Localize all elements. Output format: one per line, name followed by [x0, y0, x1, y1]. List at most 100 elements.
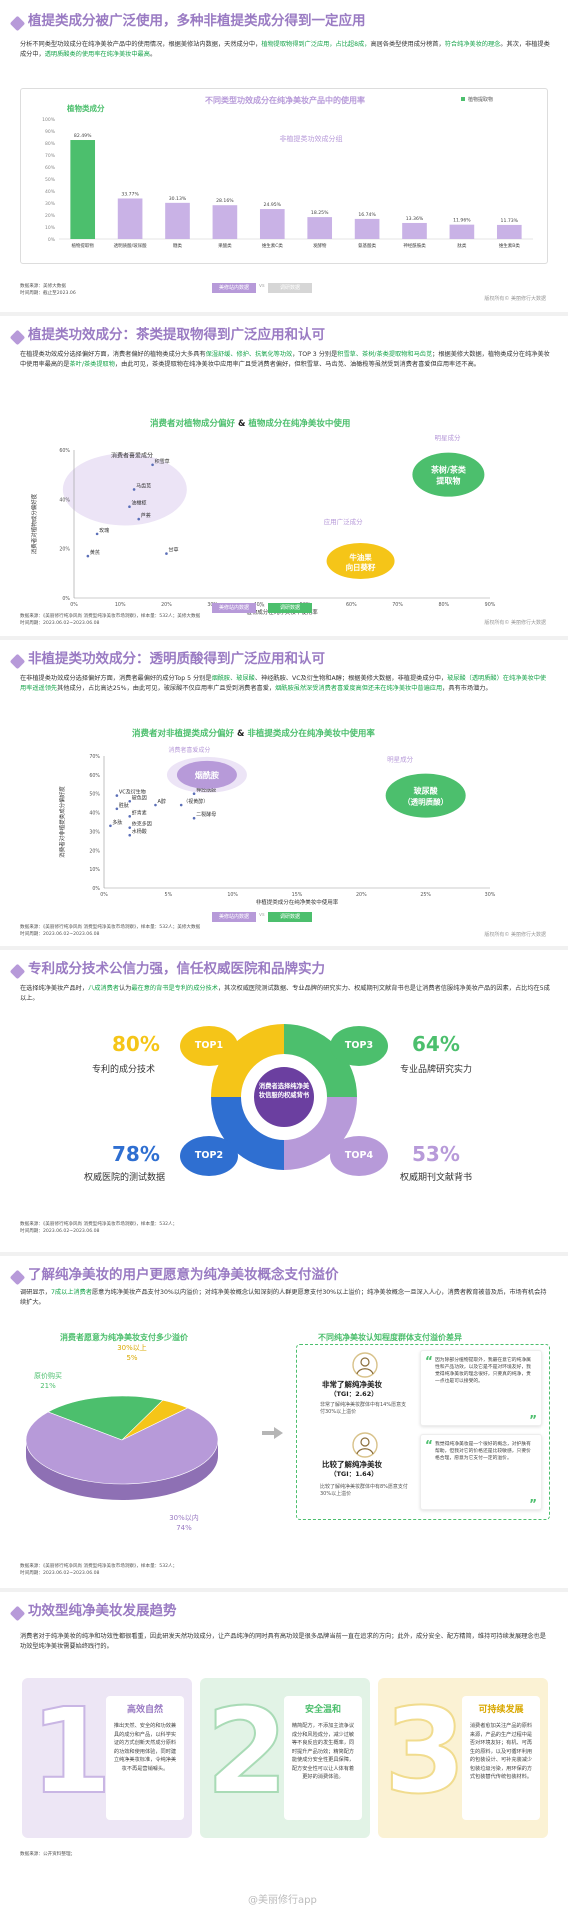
data-point-label: （视黄醇） [183, 798, 208, 805]
tag-platform-data: 美修站内数据 [212, 283, 256, 293]
section-title: 植提类功效成分：茶类提取物得到广泛应用和认可 [28, 327, 325, 343]
data-point [128, 833, 132, 837]
bar-value-label: 30.13% [169, 196, 187, 202]
bar-chart: 不同类型功效成分在纯净美妆产品中的使用率 植物提取物0%10%20%30%40%5… [42, 95, 533, 249]
x-tick-label: 60% [346, 602, 357, 608]
card-title: 高效自然 [126, 1705, 163, 1715]
y-tick-label: 0% [48, 237, 56, 243]
bar-value-label: 24.95% [264, 202, 282, 208]
trend-card-3: 3 可持续发展 消费者愈加关注产品的原料来源，产品的生产过程中是否对环境友好；有… [378, 1678, 548, 1838]
y-tick-label: 0% [62, 596, 70, 602]
bar-value-label: 16.74% [358, 212, 376, 218]
quote-open-icon: “ [425, 1438, 433, 1452]
x-tick-label: 糖类 [173, 242, 182, 249]
endorsement-ring [211, 1024, 357, 1170]
group1-tgi: （TGI：2.62） [330, 1390, 378, 1398]
card-number: 3 [383, 1682, 467, 1820]
chart-title: 消费者对植物成分偏好 & 植物成分在纯净美妆中使用 [150, 419, 351, 429]
y-tick-label: 40% [89, 811, 100, 817]
section-divider [0, 1252, 568, 1256]
bubble-tea-extract [412, 452, 485, 497]
y-tick-label: 70% [45, 153, 56, 159]
section-paragraph: 在选择纯净美妆产品时，八成消费者认为最在意的背书是专利的成分技术，其次权威医院测… [20, 985, 550, 1002]
x-tick-label: 15% [292, 892, 303, 898]
bubble-avocado [326, 543, 395, 579]
data-point [128, 826, 132, 829]
section-paragraph: 分析不同类型功效成分在纯净美妆产品中的使用情况，根据美修站内数据，天然成分中，植… [20, 41, 550, 58]
x-tick-label: 神经酰胺类 [403, 242, 426, 249]
bubble-label: 烟酰胺 [195, 770, 219, 780]
legend-swatch [461, 97, 465, 101]
data-point [115, 794, 119, 797]
section-divider [0, 1588, 568, 1592]
y-tick-label: 60% [59, 448, 70, 454]
card-body: 安全温和 精简配方，不添加主流争议成分和风险成分，减少过敏等不良反应的发生概率，… [284, 1696, 362, 1820]
x-tick-label: 维生素B类 [499, 242, 521, 249]
x-tick-label: 80% [438, 602, 449, 608]
group2-tgi: （TGI：1.64） [330, 1470, 378, 1478]
tag-platform-data: 美修站内数据 [212, 912, 256, 922]
data-point [109, 824, 112, 828]
y-tick-label: 60% [45, 165, 56, 171]
title-diamond-icon [9, 963, 26, 980]
chart-title: 消费者对非植提类成分偏好 & 非植提类成分在纯净美妆中使用率 [132, 729, 375, 739]
watermark: @美丽修行app [248, 1895, 317, 1906]
y-tick-label: 50% [45, 177, 56, 183]
card-title: 可持续发展 [478, 1705, 524, 1715]
x-tick-label: 0% [70, 602, 78, 608]
title-diamond-icon [9, 1605, 26, 1622]
x-tick-label: 透明质酸/玻尿酸 [114, 242, 148, 249]
bubble-label: 茶树/茶类 [430, 465, 466, 475]
y-tick-label: 40% [59, 497, 70, 503]
card-body: 高效自然 推出天然、安全的和功效兼具的成分和产品，以科学实证的方式创新天然成分原… [106, 1696, 184, 1820]
source-note: 数据来源：《美丽修行纯净风尚 消费型纯净美妆市场洞察》，样本量：532人；美修大… [20, 925, 201, 937]
x-tick-label: 70% [392, 602, 403, 608]
source-note: 数据来源：《美丽修行纯净风尚 消费型纯净美妆市场洞察》，样本量：532人； 时间周… [20, 1222, 178, 1234]
data-point-label: 玻色因 [132, 794, 147, 801]
data-point-label: 玫瑰 [99, 527, 109, 534]
x-axis-title: 非植提类成分在纯净美妆中使用率 [256, 898, 339, 906]
vs-label: vs [259, 603, 265, 609]
y-tick-label: 30% [45, 201, 56, 207]
pie-slice-side [26, 1440, 218, 1500]
bar-chart-panel: 不同类型功效成分在纯净美妆产品中的使用率 植物提取物 0% 10% 20% 30% 40% 5… [20, 88, 548, 264]
pie-label: 30%以内 [169, 1513, 199, 1522]
bubble-hyaluronic-acid [385, 773, 466, 818]
bar [449, 224, 475, 239]
group2-desc: 比较了解纯净美妆群体中有8%愿意支付30%以上溢价 [320, 1484, 408, 1497]
data-point-label: 水杨酸 [132, 828, 147, 835]
card-number: 1 [29, 1682, 113, 1820]
zone-label: 消费者喜爱成分 [168, 746, 210, 754]
group2-quote: 我觉得纯净美妆是一个很好的概念，对护肤有帮助，但我对它的价格还是比较敏感，只要价… [435, 1442, 531, 1461]
y-tick-label: 20% [59, 547, 70, 553]
data-point-label: 胜肽 [119, 802, 129, 809]
section-divider [0, 312, 568, 316]
zone-label: 明星成分 [387, 755, 414, 764]
bubble-label: 提取物 [436, 476, 460, 486]
data-point [154, 803, 157, 807]
copyright: 版权所有© 美丽修行大数据 [484, 296, 546, 302]
card-body: 可持续发展 消费者愈加关注产品的原料来源，产品的生产过程中是否对环境友好；有机、… [462, 1696, 540, 1820]
pct-patent: 80% [112, 1032, 160, 1056]
bar [212, 205, 238, 239]
tag-survey-data: 调研数据 [268, 283, 312, 293]
bubble-label: 向日葵籽 [346, 562, 376, 572]
right-title: 不同纯净美妆认知程度群体支付溢价差异 [318, 1333, 462, 1342]
x-tick-label: 植物提取物 [71, 242, 94, 249]
data-point-label: 黄芪 [90, 549, 100, 556]
y-tick-label: 60% [89, 773, 100, 779]
y-tick-label: 40% [45, 189, 56, 195]
label-patent: 专利的成分技术 [92, 1065, 156, 1075]
data-point-label: 多肽 [112, 819, 122, 826]
section-premium: 了解纯净美妆的用户更愿意为纯净美妆概念支付溢价 调研显示，7成以上消费者愿意为纯… [0, 1262, 568, 1592]
person-icon [352, 1432, 378, 1458]
data-point-label: 积雪草 [155, 458, 170, 465]
bubble-label: 玻尿酸 [414, 786, 439, 796]
copyright: 版权所有© 美丽修行大数据 [484, 620, 546, 626]
x-tick-label: 25% [420, 892, 431, 898]
group2-quote-card: “ 我觉得纯净美妆是一个很好的概念，对护肤有帮助，但我对它的价格还是比较敏感，只… [420, 1434, 542, 1511]
x-tick-label: 氨基酸类 [358, 242, 376, 249]
x-tick-label: 20% [161, 602, 172, 608]
bar-value-label: 82.49% [74, 133, 92, 139]
y-tick-label: 90% [45, 129, 56, 135]
